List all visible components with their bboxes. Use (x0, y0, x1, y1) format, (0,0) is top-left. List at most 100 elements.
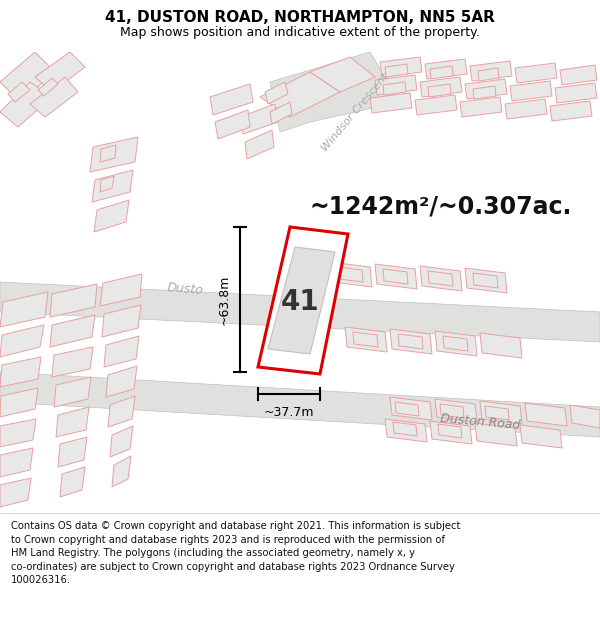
Polygon shape (56, 407, 89, 437)
Polygon shape (473, 86, 496, 99)
Polygon shape (108, 396, 135, 427)
Polygon shape (106, 366, 137, 397)
Polygon shape (100, 274, 142, 306)
Polygon shape (0, 357, 41, 387)
Polygon shape (110, 426, 133, 457)
Polygon shape (8, 82, 30, 102)
Polygon shape (570, 405, 600, 428)
Polygon shape (245, 130, 274, 159)
Text: ~37.7m: ~37.7m (264, 406, 314, 419)
Polygon shape (100, 176, 114, 192)
Polygon shape (420, 266, 462, 291)
Polygon shape (383, 82, 406, 95)
Text: ~1242m²/~0.307ac.: ~1242m²/~0.307ac. (310, 195, 572, 219)
Text: Windsor Crescent: Windsor Crescent (320, 71, 391, 153)
Polygon shape (443, 336, 468, 351)
Polygon shape (92, 170, 133, 202)
Polygon shape (240, 104, 278, 134)
Polygon shape (550, 101, 592, 121)
Polygon shape (353, 332, 378, 347)
Polygon shape (425, 59, 467, 79)
Polygon shape (270, 102, 292, 124)
Polygon shape (60, 467, 85, 497)
Polygon shape (398, 334, 423, 349)
Polygon shape (415, 95, 457, 115)
Polygon shape (50, 284, 97, 317)
Polygon shape (370, 93, 412, 113)
Polygon shape (30, 77, 78, 117)
Polygon shape (330, 262, 372, 287)
Polygon shape (460, 97, 502, 117)
Polygon shape (438, 424, 462, 438)
Polygon shape (420, 77, 462, 97)
Polygon shape (430, 66, 453, 79)
Polygon shape (0, 52, 55, 102)
Polygon shape (473, 273, 498, 288)
Polygon shape (375, 75, 417, 95)
Polygon shape (0, 282, 600, 342)
Polygon shape (385, 419, 427, 442)
Text: 41, DUSTON ROAD, NORTHAMPTON, NN5 5AR: 41, DUSTON ROAD, NORTHAMPTON, NN5 5AR (105, 11, 495, 26)
Polygon shape (510, 81, 552, 101)
Polygon shape (390, 329, 432, 354)
Polygon shape (395, 402, 419, 416)
Polygon shape (380, 57, 422, 77)
Polygon shape (0, 372, 600, 437)
Polygon shape (465, 79, 507, 99)
Polygon shape (100, 145, 116, 162)
Polygon shape (0, 478, 31, 507)
Polygon shape (393, 422, 417, 436)
Polygon shape (270, 52, 400, 132)
Polygon shape (428, 84, 451, 97)
Polygon shape (338, 267, 363, 282)
Polygon shape (480, 401, 522, 424)
Polygon shape (475, 423, 517, 446)
Polygon shape (440, 404, 464, 418)
Polygon shape (375, 264, 417, 289)
Polygon shape (435, 399, 477, 422)
Polygon shape (480, 333, 522, 358)
Polygon shape (465, 268, 507, 293)
Text: Duston Road: Duston Road (440, 412, 520, 432)
Polygon shape (54, 377, 91, 407)
Polygon shape (428, 271, 453, 286)
Polygon shape (310, 57, 375, 92)
Polygon shape (52, 347, 93, 377)
Polygon shape (0, 419, 36, 447)
Polygon shape (35, 52, 85, 92)
Polygon shape (0, 448, 33, 477)
Text: Map shows position and indicative extent of the property.: Map shows position and indicative extent… (120, 26, 480, 39)
Polygon shape (345, 327, 387, 352)
Polygon shape (470, 61, 512, 81)
Polygon shape (260, 72, 340, 117)
Polygon shape (385, 64, 408, 77)
Polygon shape (265, 82, 288, 104)
Polygon shape (268, 247, 335, 354)
Polygon shape (0, 82, 52, 127)
Polygon shape (560, 65, 597, 85)
Polygon shape (505, 99, 547, 119)
Text: Contains OS data © Crown copyright and database right 2021. This information is : Contains OS data © Crown copyright and d… (11, 521, 460, 586)
Polygon shape (215, 110, 250, 139)
Polygon shape (383, 269, 408, 284)
Polygon shape (0, 325, 44, 357)
Text: ~63.8m: ~63.8m (218, 274, 230, 325)
Polygon shape (555, 83, 597, 103)
Text: Dusto: Dusto (166, 281, 204, 297)
Polygon shape (112, 456, 131, 487)
Polygon shape (38, 78, 58, 96)
Polygon shape (478, 68, 499, 81)
Polygon shape (102, 305, 141, 337)
Polygon shape (525, 403, 567, 426)
Polygon shape (390, 397, 432, 420)
Polygon shape (515, 63, 557, 83)
Polygon shape (520, 425, 562, 448)
Polygon shape (435, 331, 477, 356)
Polygon shape (430, 421, 472, 444)
Polygon shape (58, 437, 87, 467)
Polygon shape (50, 315, 95, 347)
Polygon shape (0, 388, 38, 417)
Polygon shape (485, 406, 509, 420)
Polygon shape (258, 227, 348, 374)
Text: 41: 41 (281, 288, 319, 316)
